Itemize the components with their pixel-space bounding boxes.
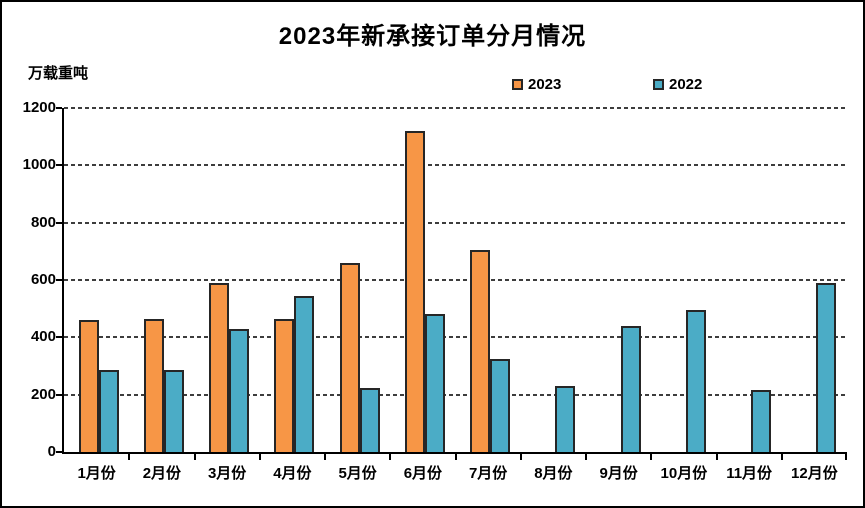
gridline-200 [64, 393, 847, 396]
gridline-1000 [64, 164, 847, 167]
bar-2022-1月份 [98, 370, 119, 452]
x-tick-5 [389, 454, 392, 460]
x-tick-10 [715, 454, 718, 460]
x-axis-label-2月份: 2月份 [142, 465, 182, 482]
x-axis-label-11月份: 11月份 [726, 465, 773, 482]
y-tick-0 [56, 451, 62, 453]
plot-area [56, 107, 847, 460]
x-axis-label-3月份: 3月份 [207, 465, 247, 482]
y-tick-1200 [56, 107, 62, 109]
x-tick-3 [258, 454, 261, 460]
gridline-400 [64, 336, 847, 339]
x-axis-label-6月份: 6月份 [403, 465, 443, 482]
bar-2023-6月份 [404, 130, 425, 452]
bar-2022-10月份 [685, 310, 706, 452]
y-axis-label-400: 400 [30, 328, 56, 346]
legend-swatch-2023 [512, 79, 523, 90]
y-axis-label-800: 800 [30, 213, 56, 231]
gridline-1200 [64, 107, 847, 109]
x-tick-1 [128, 454, 131, 460]
bar-2023-7月份 [470, 249, 491, 452]
x-tick-6 [454, 454, 457, 460]
bar-2022-4月份 [294, 295, 315, 452]
x-axis-label-5月份: 5月份 [338, 465, 377, 482]
bar-2023-4月份 [274, 318, 295, 452]
x-axis-label-10月份: 10月份 [660, 465, 708, 482]
y-tick-1000 [56, 164, 62, 167]
x-tick-end [845, 454, 847, 460]
bar-2023-3月份 [209, 282, 230, 452]
y-axis-label-200: 200 [30, 385, 56, 403]
y-tick-200 [56, 393, 62, 396]
x-tick-4 [324, 454, 326, 460]
x-tick-2 [193, 454, 196, 460]
y-tick-400 [56, 336, 62, 339]
bar-2022-5月份 [359, 387, 380, 452]
y-axis-label-600: 600 [30, 271, 56, 288]
bar-2023-2月份 [143, 318, 164, 452]
x-axis-label-8月份: 8月份 [534, 465, 573, 482]
bar-2022-3月份 [229, 328, 250, 452]
bar-2022-6月份 [424, 314, 445, 452]
y-tick-800 [56, 221, 62, 224]
x-axis-label-1月份: 1月份 [77, 465, 116, 482]
legend-swatch-2022 [653, 79, 664, 90]
bar-2023-1月份 [78, 320, 99, 452]
y-axis-label-1000: 1000 [22, 156, 56, 174]
x-tick-8 [585, 454, 587, 460]
x-axis-label-12月份: 12月份 [791, 465, 838, 482]
x-axis-label-7月份: 7月份 [468, 465, 508, 482]
x-tick-11 [780, 454, 783, 460]
x-axis-label-4月份: 4月份 [273, 465, 312, 482]
y-tick-600 [56, 279, 62, 281]
legend-label-2022: 2022 [669, 76, 703, 93]
bar-2022-2月份 [163, 370, 184, 452]
bar-2023-5月份 [339, 262, 360, 452]
y-axis-unit-label: 万载重吨 [28, 65, 89, 82]
gridline-600 [64, 279, 847, 281]
y-axis-label-1200: 1200 [22, 99, 56, 116]
legend-item-2022: 2022 [653, 76, 702, 93]
chart-title: 2023年新承接订单分月情况 [278, 23, 587, 50]
bar-2022-7月份 [490, 358, 511, 452]
legend-item-2023: 2023 [512, 76, 561, 93]
bar-2022-11月份 [751, 390, 772, 452]
bar-2022-12月份 [816, 282, 837, 452]
gridline-800 [64, 221, 847, 224]
x-tick-9 [650, 454, 653, 460]
bar-2022-9月份 [620, 325, 641, 452]
x-axis-label-9月份: 9月份 [599, 465, 638, 482]
bar-2022-8月份 [555, 386, 576, 452]
legend: 2023 2022 [2, 76, 863, 93]
x-tick-7 [519, 454, 522, 460]
legend-label-2023: 2023 [528, 76, 562, 93]
y-axis-label-0: 0 [47, 443, 56, 460]
